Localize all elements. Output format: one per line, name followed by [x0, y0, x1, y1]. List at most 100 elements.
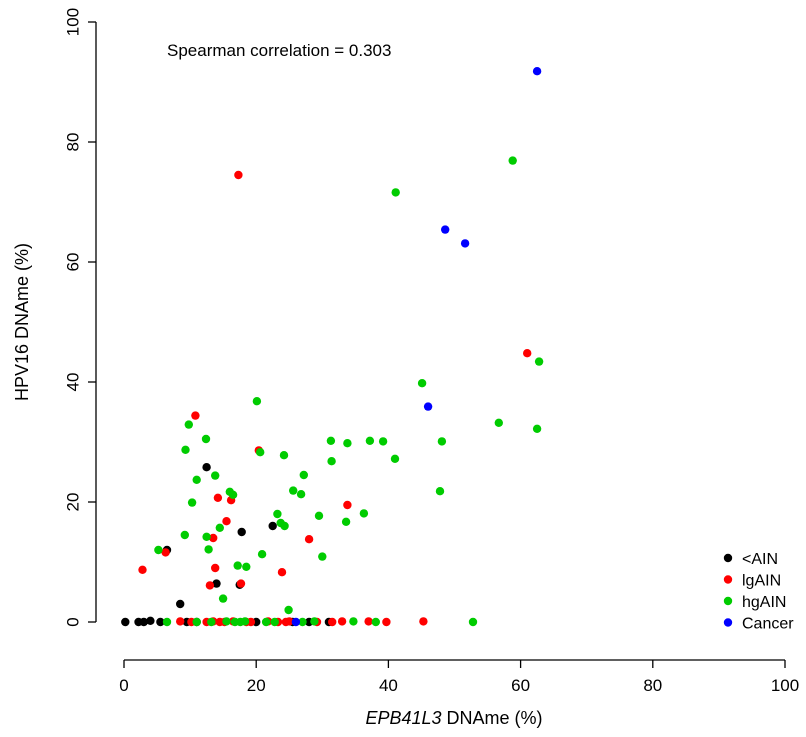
data-point [291, 617, 301, 627]
data-point [252, 397, 262, 406]
data-point [176, 599, 185, 609]
data-point [328, 617, 337, 627]
legend-marker [723, 618, 733, 627]
data-point [162, 617, 172, 627]
x-tick-label: 60 [511, 676, 530, 695]
data-point [234, 170, 243, 180]
data-point [212, 579, 221, 588]
data-point [310, 617, 319, 626]
data-point [359, 509, 369, 518]
data-point [280, 521, 289, 531]
data-point [279, 451, 289, 460]
data-point [284, 605, 293, 615]
data-point [435, 487, 445, 496]
data-point [378, 437, 388, 446]
data-points [121, 67, 544, 627]
x-tick-label: 100 [771, 676, 799, 695]
x-axis-title-gene: EPB41L3 [365, 708, 441, 728]
data-point [207, 617, 216, 627]
data-point [181, 445, 190, 454]
data-point [236, 579, 246, 588]
legend-marker [723, 575, 733, 584]
data-point [285, 617, 294, 626]
data-point [180, 530, 189, 540]
data-point [211, 471, 220, 480]
data-point [523, 349, 532, 358]
data-point [327, 457, 336, 466]
data-point [222, 517, 231, 526]
data-point [237, 527, 246, 537]
x-axis-title-unit: DNAme (%) [442, 708, 543, 728]
data-point [343, 500, 352, 510]
x-axis-title: EPB41L3 DNAme (%) [365, 708, 542, 728]
data-point [417, 379, 427, 388]
series-group [154, 156, 544, 627]
data-point [192, 475, 201, 484]
series-group [138, 170, 532, 627]
data-point [192, 617, 201, 627]
data-point [341, 517, 351, 526]
legend-label: lgAIN [742, 573, 781, 590]
data-point [191, 411, 200, 420]
data-point [468, 617, 478, 627]
x-tick-label: 80 [643, 676, 662, 695]
data-point [256, 448, 265, 457]
data-point [139, 617, 148, 627]
y-tick-label: 40 [64, 373, 83, 392]
data-point [532, 424, 542, 433]
x-tick-label: 20 [247, 676, 266, 695]
data-point [314, 511, 324, 520]
data-point [138, 565, 147, 574]
legend-label: Cancer [742, 616, 794, 633]
legend-label: <AIN [742, 551, 778, 568]
data-point [364, 617, 373, 626]
y-tick-label: 100 [64, 8, 83, 36]
data-point [222, 617, 231, 626]
data-point [326, 436, 336, 445]
data-point [419, 617, 428, 626]
data-point [156, 617, 165, 627]
data-point [211, 563, 220, 573]
data-point [423, 402, 433, 411]
legend-marker [723, 553, 733, 563]
data-point [176, 617, 185, 626]
x-tick-label: 0 [119, 676, 128, 695]
data-point [298, 617, 307, 627]
data-point [242, 562, 251, 571]
data-point [337, 617, 347, 626]
data-point [277, 568, 287, 577]
data-point [161, 548, 170, 557]
legend-marker [723, 596, 733, 606]
data-point [257, 550, 267, 559]
y-tick-label: 80 [64, 133, 83, 152]
data-point [391, 188, 400, 197]
data-point [202, 532, 211, 541]
data-point [121, 617, 130, 627]
series-group [291, 67, 542, 627]
data-point [233, 561, 242, 570]
y-tick-label: 0 [64, 617, 83, 626]
legend-label: hgAIN [742, 594, 786, 611]
data-point [202, 463, 211, 472]
correlation-annotation: Spearman correlation = 0.303 [167, 41, 391, 60]
data-point [304, 535, 314, 544]
data-point [365, 436, 375, 445]
x-ticks: 0 20 40 60 80 100 [119, 660, 799, 695]
series-group [121, 463, 334, 627]
data-point [204, 545, 213, 554]
data-point [441, 225, 450, 234]
data-point [184, 420, 193, 429]
data-point [437, 437, 447, 446]
data-point [146, 616, 155, 625]
data-point [228, 490, 238, 499]
y-tick-label: 60 [64, 253, 83, 272]
x-tick-label: 40 [379, 676, 398, 695]
y-ticks: 0 20 40 60 80 100 [64, 8, 96, 627]
data-point [460, 239, 470, 248]
data-point [296, 490, 306, 499]
data-point [494, 418, 503, 427]
data-point [343, 439, 352, 448]
data-point [289, 486, 298, 495]
data-point [508, 156, 517, 165]
